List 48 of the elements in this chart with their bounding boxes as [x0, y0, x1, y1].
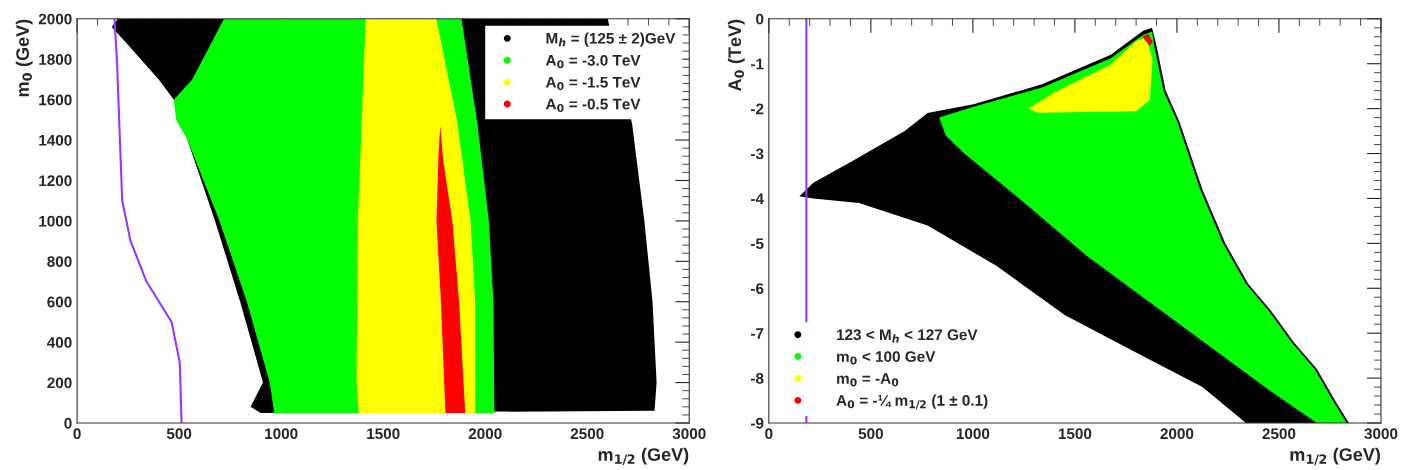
- x-tick-label: 2000: [1160, 428, 1194, 440]
- y-tick-label: 1000: [39, 215, 72, 227]
- legend-label: m$_{0}$ < 100 GeV: [837, 351, 936, 365]
- legend-label: 123 < M$_{h}$ < 127 GeV: [837, 329, 978, 343]
- legend-label: A$_{0}$ = -3.0 TeV: [545, 54, 641, 69]
- x-tick-label: 0: [765, 428, 773, 440]
- x-tick-label: 3000: [672, 428, 706, 440]
- y-tick-label: -7: [750, 328, 764, 339]
- legend-label: M$_{h}$ = (125 ± 2)GeV: [546, 32, 676, 47]
- y-tick-label: 400: [46, 337, 72, 348]
- x-tick-label: 2500: [1262, 428, 1296, 440]
- legend-label: A$_{0}$ = -1.5 TeV: [545, 76, 641, 91]
- y-tick-label: 1400: [39, 134, 72, 146]
- x-tick-label: 1500: [1058, 428, 1092, 440]
- x-axis-title: m$_{1/2}$ (GeV): [1290, 447, 1380, 465]
- y-tick-label: 1800: [39, 54, 72, 65]
- y-tick-label: 0: [64, 417, 72, 429]
- y-tick-label: -8: [750, 372, 764, 384]
- legend-label: m$_{0}$ = -A$_{0}$: [837, 373, 899, 387]
- x-tick-label: 0: [73, 428, 81, 440]
- x-tick-label: 1000: [265, 428, 298, 440]
- y-tick-label: -2: [750, 103, 764, 115]
- y-tick-label: -3: [750, 148, 764, 160]
- y-tick-label: -4: [750, 193, 764, 204]
- y-tick-label: -1: [750, 58, 764, 70]
- line-series: [113, 18, 183, 423]
- x-tick-label: 3000: [1364, 428, 1398, 440]
- y-tick-label: 600: [47, 296, 72, 308]
- y-axis-title: m$_{0}$ (GeV): [15, 19, 33, 97]
- y-axis-title: A$_{0}$ (TeV): [727, 19, 745, 92]
- y-tick-label: -6: [750, 283, 764, 294]
- y-tick-label: -5: [750, 238, 764, 250]
- legend-label: A$_{0}$ = -¼ m$_{1/2}$ (1 ± 0.1): [836, 394, 988, 410]
- x-tick-label: 1500: [367, 428, 400, 440]
- x-tick-label: 2500: [570, 428, 604, 440]
- y-tick-label: 800: [47, 256, 72, 268]
- x-tick-label: 2000: [468, 428, 502, 440]
- y-tick-label: -9: [750, 417, 764, 429]
- x-axis-title: m$_{1/2}$ (GeV): [598, 447, 689, 465]
- x-tick-label: 1000: [956, 428, 990, 440]
- y-tick-label: 200: [47, 377, 72, 389]
- y-tick-label: 2000: [38, 13, 72, 25]
- x-tick-label: 500: [858, 428, 883, 440]
- y-tick-label: 1200: [39, 175, 72, 187]
- y-tick-label: 1600: [39, 94, 72, 106]
- legend-label: A$_{0}$ = -0.5 TeV: [545, 98, 641, 113]
- y-tick-label: 0: [756, 13, 764, 25]
- x-tick-label: 500: [166, 428, 192, 440]
